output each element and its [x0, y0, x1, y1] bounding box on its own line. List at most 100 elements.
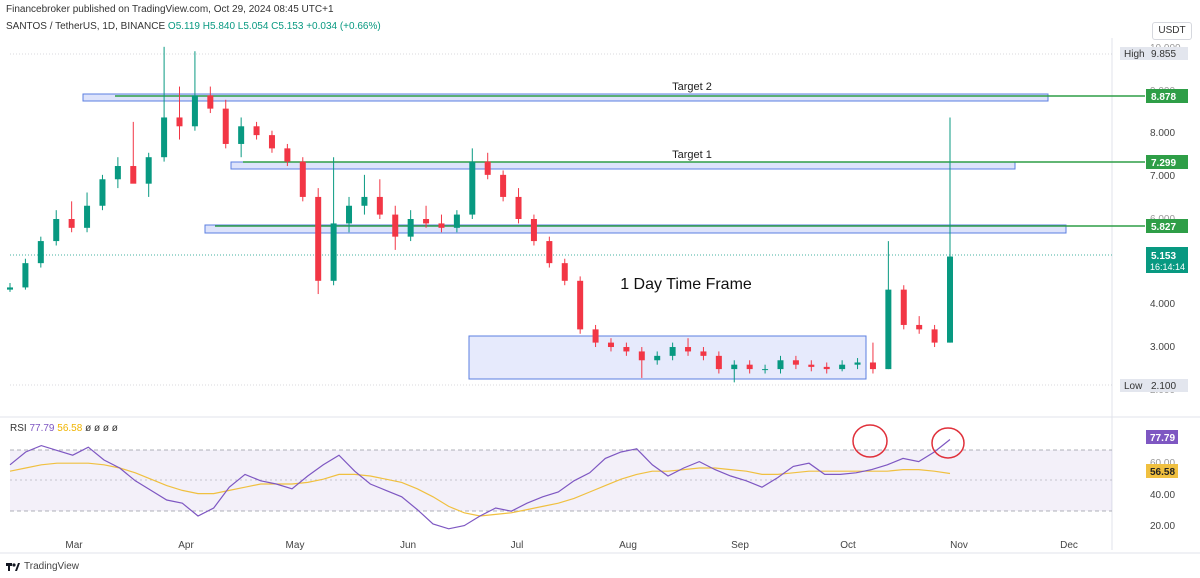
target2-zone [82, 93, 1049, 102]
support-zone [204, 224, 1067, 234]
target1-zone [230, 161, 1016, 170]
countdown-text: 16:14:14 [1150, 262, 1185, 272]
low-label-bg [1120, 379, 1146, 392]
candle-body [346, 205, 353, 224]
candle-body [900, 289, 907, 325]
candle-body [161, 117, 168, 158]
candle-body [361, 196, 368, 206]
low-label: Low [1124, 381, 1143, 392]
candle-body [777, 360, 784, 370]
rsi-tick-40: 40.00 [1150, 490, 1175, 501]
target1-price-text: 7.299 [1151, 158, 1176, 169]
rsi-peak-circle-2 [931, 427, 965, 459]
candle-body [299, 161, 306, 197]
open-value: O5.119 [167, 21, 200, 32]
candle-body [577, 280, 584, 330]
target2-label: Target 2 [672, 81, 712, 93]
rsi-legend-value: 77.79 [29, 423, 55, 434]
candle-body [792, 360, 799, 365]
high-label-bg [1120, 47, 1146, 60]
candle-body [207, 95, 214, 109]
rsi-legend-label[interactable]: RSI [10, 423, 27, 434]
publisher-line: Financebroker published on TradingView.c… [6, 4, 334, 15]
high-label: High [1124, 49, 1145, 60]
candle-body [191, 95, 198, 127]
rsi-ma-badge-text: 56.58 [1150, 467, 1175, 478]
rsi-band-background [10, 450, 1112, 511]
candle-body [176, 117, 183, 127]
candle-body [731, 364, 738, 370]
candle-body [839, 364, 846, 370]
candle-body [84, 205, 91, 228]
candle-body [130, 166, 137, 184]
candle-body [715, 355, 722, 370]
candle-body [685, 347, 692, 352]
month-label-sep: Sep [731, 540, 749, 551]
candle-body [469, 161, 476, 215]
candle-body [530, 219, 537, 242]
candle-body [869, 362, 876, 370]
month-label-jun: Jun [400, 540, 416, 551]
candle-body [669, 347, 676, 356]
high-value: H5.840 [202, 21, 236, 32]
symbol-pair[interactable]: SANTOS / TetherUS, 1D, BINANCE [6, 21, 166, 32]
candle-body [546, 241, 553, 264]
price-tick-8000: 8.000 [1150, 128, 1175, 139]
high-value: 9.855 [1151, 49, 1176, 60]
candle-body [330, 223, 337, 281]
candle-body [268, 135, 275, 149]
candle-body [99, 179, 106, 206]
month-label-jul: Jul [511, 540, 524, 551]
close-value: C5.153 [271, 21, 304, 32]
rsi-tick-20: 20.00 [1150, 521, 1175, 532]
candle-body [392, 214, 399, 237]
tradingview-logo-icon [6, 563, 20, 571]
candle-body [68, 219, 75, 228]
price-tick-3000: 3.000 [1150, 342, 1175, 353]
low-value: L5.054 [237, 21, 269, 32]
candle-body [438, 223, 445, 228]
symbol-ohlc-line: SANTOS / TetherUS, 1D, BINANCE O5.119 H5… [6, 21, 381, 32]
target2-price-text: 8.878 [1151, 92, 1176, 103]
price-tick-7000: 7.000 [1150, 171, 1175, 182]
footer-brand: TradingView [24, 561, 80, 572]
candle-body [376, 196, 383, 215]
accumulation-range-zone [468, 335, 867, 380]
month-label-mar: Mar [65, 540, 83, 551]
candle-body [22, 263, 29, 288]
candle-body [916, 324, 923, 330]
candle-body [423, 219, 430, 224]
candle-body [238, 126, 245, 144]
candle-body [222, 108, 229, 144]
candle-body [37, 241, 44, 264]
candle-body [700, 351, 707, 356]
candle-body [7, 287, 13, 290]
rsi-legend-ma-value: 56.58 [57, 423, 83, 434]
month-label-dec: Dec [1060, 540, 1078, 551]
month-label-aug: Aug [619, 540, 637, 551]
time-axis: Mar Apr May Jun Jul Aug Sep Oct Nov Dec [65, 540, 1078, 551]
candle-body [114, 166, 121, 180]
candle-body [407, 219, 414, 237]
candle-body [145, 157, 152, 184]
candle-body [500, 174, 507, 197]
currency-button[interactable]: USDT [1152, 22, 1192, 40]
candle-body [315, 196, 322, 281]
month-label-may: May [286, 540, 305, 551]
candle-body [484, 161, 491, 175]
candle-body [808, 364, 815, 367]
rsi-value-badge-text: 77.79 [1150, 433, 1175, 444]
timeframe-label: 1 Day Time Frame [620, 276, 752, 293]
candle-body [623, 347, 630, 352]
month-label-oct: Oct [840, 540, 856, 551]
rsi-peak-circle-1 [852, 424, 888, 458]
low-value-bg [1146, 379, 1188, 392]
candlestick-series [7, 46, 953, 383]
candle-body [654, 355, 661, 361]
candle-body [453, 214, 460, 228]
low-value: 2.100 [1151, 381, 1176, 392]
rsi-legend: RSI 77.79 56.58 ø ø ø ø [10, 423, 118, 434]
month-label-apr: Apr [178, 540, 194, 551]
candle-body [931, 329, 938, 343]
